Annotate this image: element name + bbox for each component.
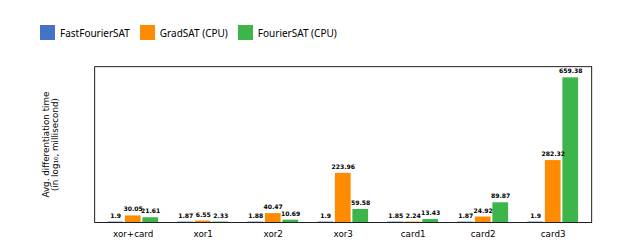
svg-text:89.87: 89.87 xyxy=(491,192,510,199)
html-text:GradSAT (CPU): GradSAT (CPU) xyxy=(159,25,228,40)
svg-text:282.32: 282.32 xyxy=(541,150,565,157)
svg-text:xor2: xor2 xyxy=(263,229,282,239)
svg-text:59.58: 59.58 xyxy=(351,199,370,206)
svg-text:card1: card1 xyxy=(401,229,426,239)
svg-text:card2: card2 xyxy=(471,229,496,239)
svg-text:1.88: 1.88 xyxy=(248,212,263,219)
svg-text:xor3: xor3 xyxy=(333,229,352,239)
svg-text:1.87: 1.87 xyxy=(178,212,193,219)
svg-text:2.33: 2.33 xyxy=(213,212,228,219)
svg-text:2.24: 2.24 xyxy=(406,212,421,219)
svg-text:21.61: 21.61 xyxy=(141,207,160,214)
html-text:FastFourierSAT: FastFourierSAT xyxy=(60,25,130,40)
svg-text:1.9: 1.9 xyxy=(530,212,541,219)
svg-text:1.9: 1.9 xyxy=(320,212,331,219)
svg-text:24.92: 24.92 xyxy=(474,207,493,214)
svg-text:10.69: 10.69 xyxy=(281,210,300,217)
svg-text:6.55: 6.55 xyxy=(196,211,211,218)
svg-text:223.96: 223.96 xyxy=(331,163,355,170)
svg-text:1.87: 1.87 xyxy=(458,212,473,219)
svg-text:40.47: 40.47 xyxy=(264,203,283,210)
svg-text:1.9: 1.9 xyxy=(110,212,121,219)
svg-text:659.38: 659.38 xyxy=(559,67,583,74)
svg-text:30.05: 30.05 xyxy=(124,205,143,212)
svg-text:card3: card3 xyxy=(541,229,566,239)
svg-text:xor+card: xor+card xyxy=(113,229,153,239)
svg-text:xor1: xor1 xyxy=(193,229,212,239)
svg-text:Avg. differentiation time(in l: Avg. differentiation time(in log₁₀, mill… xyxy=(41,92,60,198)
svg-text:13.43: 13.43 xyxy=(421,209,440,216)
svg-text:1.85: 1.85 xyxy=(388,212,403,219)
html-text:FourierSAT (CPU): FourierSAT (CPU) xyxy=(257,25,337,40)
